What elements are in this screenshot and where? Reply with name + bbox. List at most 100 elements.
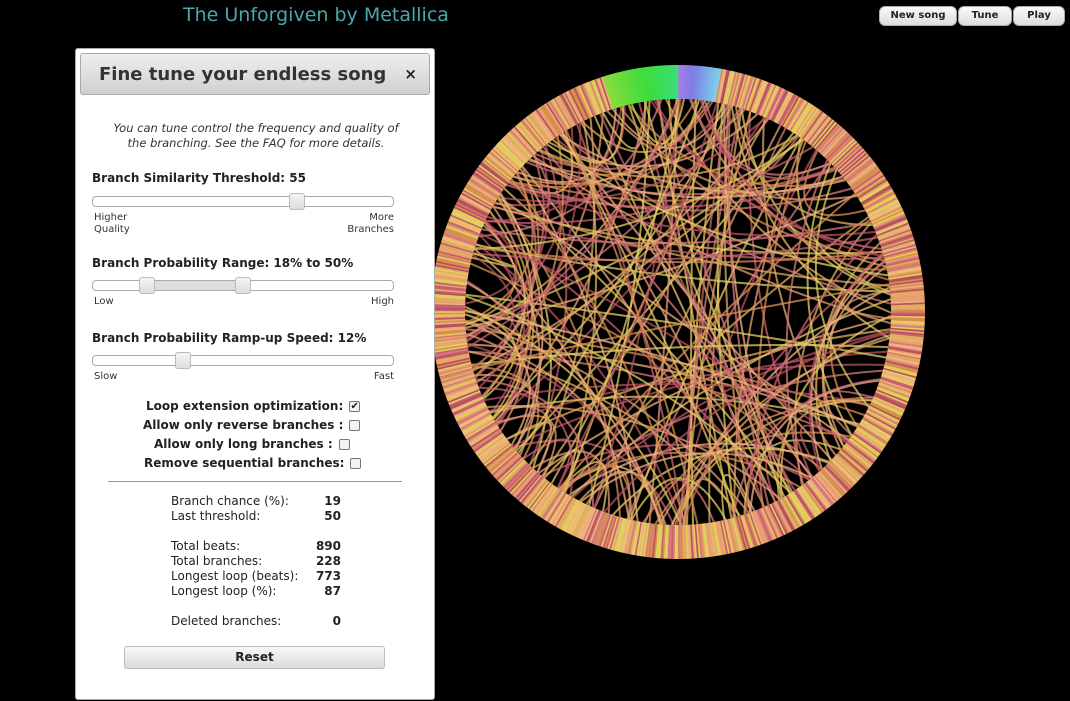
branch-arc [644, 479, 715, 523]
beat-segment [888, 274, 923, 282]
beat-segment [571, 88, 588, 120]
beat-segment [648, 523, 654, 558]
beat-segment [773, 501, 791, 533]
beat-segment [613, 517, 625, 552]
reset-button[interactable]: Reset [124, 646, 385, 669]
beat-segment [871, 398, 904, 415]
beat-segment [455, 404, 487, 421]
beat-segment [889, 281, 924, 288]
beat-segment [437, 361, 472, 372]
beat-segment [508, 466, 534, 494]
beat-segment [882, 370, 916, 382]
beat-segment [502, 136, 528, 163]
beat-segment [820, 469, 845, 496]
beat-segment [875, 219, 908, 234]
similarity-slider[interactable] [92, 193, 394, 210]
slider-handle-high[interactable] [235, 277, 251, 294]
beat-segment [793, 104, 814, 134]
beat-segment [433, 274, 468, 282]
slider-min-label: Low [94, 296, 114, 307]
new-song-button[interactable]: New song [879, 6, 957, 26]
branch-arc [485, 146, 814, 224]
beat-segment [872, 396, 905, 412]
beat-segment [815, 473, 840, 501]
branch-arc [464, 220, 518, 305]
beat-segment [703, 66, 710, 101]
beat-segment [850, 435, 880, 457]
beat-segment [566, 502, 584, 534]
ramp-label: Branch Probability Ramp-up Speed: 12% [92, 331, 367, 345]
beat-segment [836, 453, 864, 478]
branch-arc [734, 106, 873, 227]
beat-segment [602, 514, 615, 548]
beat-segment [881, 373, 915, 386]
beat-segment [604, 75, 617, 109]
beat-segment [450, 214, 483, 230]
beat-segment [476, 435, 506, 457]
beat-segment [431, 289, 466, 295]
beat-segment [431, 300, 466, 304]
beat-segment [876, 386, 910, 401]
beat-segment [545, 102, 566, 133]
ramp-slider[interactable] [92, 352, 394, 369]
slider-handle[interactable] [289, 193, 305, 210]
beat-segment [697, 66, 703, 101]
play-button[interactable]: Play [1013, 6, 1065, 26]
slider-min-label: Slow [94, 371, 118, 382]
tune-button[interactable]: Tune [958, 6, 1012, 26]
beat-segment [459, 412, 491, 430]
beat-segment [471, 174, 502, 195]
beat-segment [434, 349, 469, 358]
beat-segment [718, 69, 727, 104]
beat-segment [539, 106, 561, 136]
beat-segment [887, 350, 922, 359]
checkbox[interactable]: ✔ [349, 401, 361, 412]
branch-arc [546, 143, 888, 277]
checkbox[interactable] [349, 420, 361, 431]
beat-segment [844, 157, 873, 181]
beat-segment [475, 433, 505, 456]
beat-segment [853, 431, 883, 453]
beat-segment [874, 216, 907, 231]
beat-segment [869, 204, 902, 222]
branch-arc [846, 289, 892, 320]
slider-handle[interactable] [175, 352, 191, 369]
beat-segment [839, 449, 867, 474]
beat-segment [889, 283, 924, 290]
branch-arc [556, 102, 718, 489]
beat-segment [610, 516, 622, 551]
beat-segment [674, 65, 677, 100]
beat-segment [709, 522, 717, 557]
beat-segment [695, 524, 701, 559]
checkbox[interactable] [350, 458, 362, 469]
beat-segment [565, 501, 583, 533]
beat-segment [517, 122, 542, 150]
beat-segment [646, 523, 653, 558]
beat-segment [465, 184, 496, 204]
beat-segment [755, 82, 771, 115]
probability-range-slider[interactable] [92, 277, 394, 294]
beat-segment [619, 71, 630, 106]
beat-segment [617, 71, 628, 106]
close-icon[interactable]: × [404, 65, 417, 83]
beat-segment [785, 98, 805, 130]
beat-segment [568, 502, 586, 535]
checkbox[interactable] [338, 439, 350, 450]
beat-segment [615, 518, 626, 552]
beat-segment [818, 471, 843, 498]
beat-segment [638, 67, 646, 102]
beat-segment [820, 128, 846, 156]
beat-segment [832, 142, 859, 167]
beat-segment [629, 520, 638, 555]
beat-segment [562, 92, 580, 124]
beat-segment [435, 354, 470, 364]
beat-segment [728, 72, 739, 106]
beat-segment [651, 523, 657, 558]
slider-handle-low[interactable] [139, 277, 155, 294]
beat-segment [888, 276, 923, 284]
beat-segment [627, 69, 637, 104]
beat-segment [593, 512, 608, 545]
branch-arc [471, 252, 515, 268]
beat-segment [483, 157, 512, 181]
